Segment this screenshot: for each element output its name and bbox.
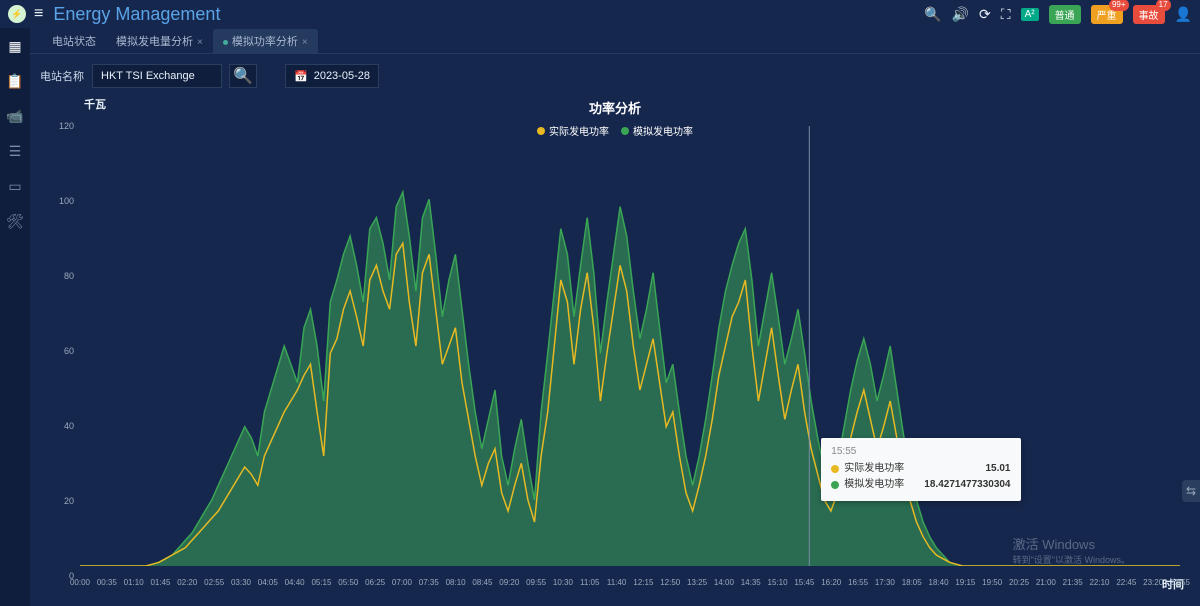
nav-camera-icon[interactable]: 📹 [6, 108, 23, 125]
nav-tools-icon[interactable]: 🛠 [6, 213, 24, 230]
nav-panel-icon[interactable]: ▭ [8, 178, 21, 195]
tab-模拟发电量分析[interactable]: 模拟发电量分析× [106, 29, 213, 53]
nav-list-icon[interactable]: ☰ [9, 143, 22, 160]
tabs-bar: 电站状态模拟发电量分析×模拟功率分析× [30, 28, 1200, 54]
lang-badge[interactable]: A² [1021, 8, 1039, 21]
chart-title: 功率分析 [40, 98, 1190, 117]
x-ticks: 00:0000:3501:1001:4502:2002:5503:3004:05… [80, 578, 1180, 594]
y-axis-label: 千瓦 [84, 96, 106, 112]
tab-电站状态[interactable]: 电站状态 [42, 29, 106, 53]
tooltip-time: 15:55 [831, 446, 1010, 457]
status-serious-badge[interactable]: 严重 99+ [1091, 5, 1123, 24]
station-input[interactable] [92, 64, 222, 88]
date-picker[interactable]: 📅 2023-05-28 [285, 64, 379, 88]
tab-close-icon[interactable]: × [302, 37, 308, 48]
y-ticks: 020406080100120 [40, 126, 78, 576]
app-logo: ⚡ [8, 5, 26, 23]
status-serious-count: 99+ [1109, 0, 1129, 11]
date-value: 2023-05-28 [314, 70, 370, 82]
side-panel-handle[interactable]: ⇆ [1182, 480, 1200, 502]
search-icon[interactable]: 🔍 [924, 6, 941, 23]
sound-icon[interactable]: 🔊 [952, 6, 969, 23]
left-nav: ▦ 📋 📹 ☰ ▭ 🛠 [0, 28, 30, 606]
tab-close-icon[interactable]: × [197, 37, 203, 48]
station-label: 电站名称 [40, 68, 84, 84]
fullscreen-icon[interactable]: ⛶ [1001, 6, 1011, 23]
chart-tooltip: 15:55 实际发电功率15.01模拟发电功率18.4271477330304 [821, 438, 1020, 501]
tab-模拟功率分析[interactable]: 模拟功率分析× [213, 29, 318, 53]
status-accident-count: 17 [1156, 0, 1171, 11]
nav-grid-icon[interactable]: ▦ [8, 38, 21, 55]
user-icon[interactable]: 👤 [1175, 6, 1192, 23]
app-title: Energy Management [53, 4, 220, 25]
refresh-icon[interactable]: ⟳ [979, 6, 991, 23]
status-normal-badge[interactable]: 普通 [1049, 5, 1081, 24]
status-accident-label: 事故 [1139, 11, 1159, 22]
status-accident-badge[interactable]: 事故 17 [1133, 5, 1165, 24]
menu-toggle[interactable]: ≡ [34, 5, 43, 23]
status-serious-label: 严重 [1097, 11, 1117, 22]
nav-clipboard-icon[interactable]: 📋 [6, 73, 23, 90]
station-search-button[interactable]: 🔍 [229, 64, 257, 88]
calendar-icon: 📅 [294, 70, 308, 83]
